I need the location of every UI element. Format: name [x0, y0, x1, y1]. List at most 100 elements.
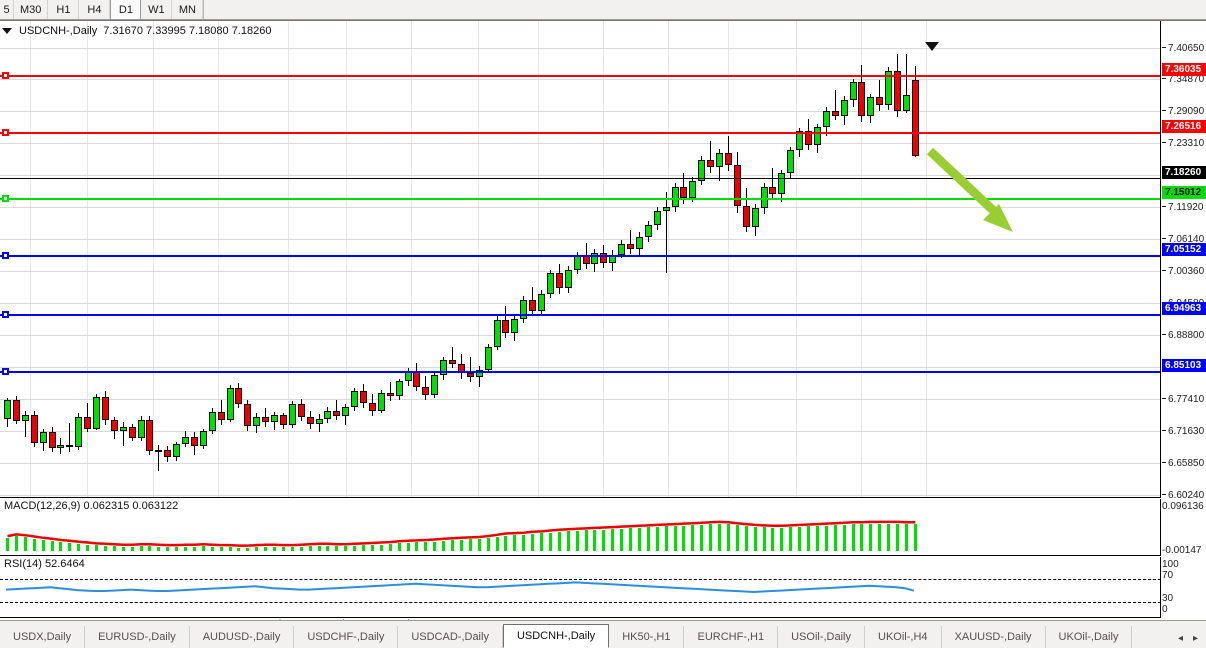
timeframe-button-5[interactable]: 5 — [0, 0, 14, 19]
candle-body — [217, 411, 225, 420]
chart-tab-usdx-daily[interactable]: USDX,Daily — [0, 626, 86, 648]
chart-tab-audusd-daily[interactable]: AUDUSD-,Daily — [190, 626, 295, 648]
level-line-handle[interactable] — [2, 129, 9, 136]
candlestick — [831, 21, 841, 497]
candle-body — [520, 299, 528, 320]
macd-histogram-bar — [406, 542, 410, 551]
rsi-level-30 — [0, 602, 1160, 603]
price-level-label-blue[interactable]: 6.85103 — [1162, 359, 1206, 372]
macd-histogram-bar — [513, 535, 517, 551]
price-tick: 7.23310 — [1162, 138, 1204, 149]
price-level-label-blue[interactable]: 6.94963 — [1162, 302, 1206, 315]
candlestick — [671, 21, 681, 497]
timeframe-button-h1[interactable]: H1 — [48, 0, 80, 19]
price-level-label-black[interactable]: 7.18260 — [1162, 166, 1206, 179]
macd-histogram-bar — [397, 543, 401, 551]
candlestick — [164, 21, 173, 497]
timeframe-button-w1[interactable]: W1 — [141, 0, 173, 19]
macd-histogram-bar — [121, 546, 125, 551]
macd-histogram-bar — [753, 526, 757, 551]
macd-histogram-bar — [878, 523, 882, 551]
level-line-handle[interactable] — [2, 368, 9, 375]
price-level-label-red[interactable]: 7.26516 — [1162, 120, 1206, 133]
candle-body — [226, 388, 234, 420]
price-level-label-green[interactable]: 7.15012 — [1162, 186, 1206, 199]
candle-body — [885, 70, 893, 106]
candlestick — [707, 21, 716, 497]
macd-histogram-bar — [112, 546, 116, 551]
timeframe-button-mn[interactable]: MN — [172, 0, 204, 19]
macd-histogram-bar — [807, 526, 810, 551]
macd-histogram-bar — [851, 524, 855, 551]
candle-body — [253, 416, 261, 427]
macd-indicator-pane[interactable]: MACD(12,26,9) 0.062315 0.063122 — [0, 499, 1161, 556]
chart-tab-ukoil-h4[interactable]: UKOil-,H4 — [865, 626, 942, 648]
candle-wick — [389, 382, 391, 401]
macd-histogram-bar — [762, 527, 766, 551]
candle-body — [502, 320, 510, 333]
price-tick: 7.06140 — [1162, 234, 1204, 245]
level-line-handle[interactable] — [2, 195, 9, 202]
chart-frame: USDCNH-,Daily 7.31670 7.33995 7.18080 7.… — [0, 20, 1206, 619]
chart-tab-usdcnh-daily[interactable]: USDCNH-,Daily — [502, 624, 610, 648]
macd-histogram-bar — [95, 545, 98, 551]
scroll-right-icon[interactable]: ▸ — [1192, 633, 1198, 644]
candle-body — [48, 432, 56, 449]
chart-tab-usoil-daily[interactable]: USOil-,Daily — [778, 626, 866, 648]
timeframe-button-d1[interactable]: D1 — [110, 0, 142, 19]
price-axis[interactable]: 7.406507.348707.290907.233107.175307.119… — [1162, 21, 1206, 619]
chart-tab-eurchf-h1[interactable]: EURCHF-,H1 — [684, 626, 779, 648]
macd-histogram-bar — [637, 527, 641, 551]
macd-histogram-bar — [655, 526, 659, 551]
chart-tab-ukoil-daily[interactable]: UKOil-,Daily — [1046, 626, 1133, 648]
level-line-handle[interactable] — [2, 311, 9, 318]
tab-scroll-controls[interactable]: ◂ ▸ — [1170, 633, 1206, 648]
candlestick — [502, 21, 511, 497]
chart-tab-eurusd-daily[interactable]: EURUSD-,Daily — [85, 626, 190, 648]
tick-mark — [1162, 397, 1166, 399]
candlestick — [742, 21, 752, 497]
level-line-handle[interactable] — [2, 72, 9, 79]
bearish-arrow-annotation[interactable] — [925, 146, 1025, 246]
macd-histogram-bar — [504, 535, 508, 551]
macd-histogram-bar — [379, 544, 383, 551]
candle-wick — [710, 141, 712, 174]
macd-histogram-bar — [468, 539, 472, 551]
macd-histogram-bar — [362, 545, 365, 551]
marker-triangle-down-icon[interactable] — [925, 42, 939, 51]
candle-body — [93, 396, 100, 430]
candle-body — [805, 131, 812, 145]
rsi-label: RSI(14) 52.6464 — [4, 558, 85, 570]
candle-body — [867, 97, 875, 116]
rsi-indicator-pane[interactable]: RSI(14) 52.6464 — [0, 557, 1161, 618]
price-level-label-blue[interactable]: 7.05152 — [1162, 243, 1206, 256]
candle-body — [724, 152, 732, 166]
triangle-down-icon[interactable] — [2, 27, 12, 34]
macd-histogram-bar — [192, 546, 196, 551]
candlestick — [217, 21, 227, 497]
chart-header: USDCNH-,Daily 7.31670 7.33995 7.18080 7.… — [2, 23, 271, 38]
macd-histogram-bar — [326, 545, 330, 551]
scroll-left-icon[interactable]: ◂ — [1177, 633, 1183, 644]
macd-histogram-bar — [86, 544, 90, 551]
price-level-label-red[interactable]: 7.36035 — [1162, 63, 1206, 76]
time-gridline — [87, 21, 88, 497]
macd-histogram-bar — [896, 523, 899, 551]
candle-body — [529, 299, 537, 311]
chart-tab-hk50-h1[interactable]: HK50-,H1 — [609, 626, 685, 648]
timeframe-button-h4[interactable]: H4 — [79, 0, 111, 19]
rsi-scale-100: 100 — [1162, 559, 1179, 570]
candlestick — [271, 21, 280, 497]
level-line-handle[interactable] — [2, 252, 9, 259]
chart-tab-xauusd-daily[interactable]: XAUUSD-,Daily — [942, 626, 1046, 648]
timeframe-button-m30[interactable]: M30 — [14, 0, 49, 19]
candle-wick — [469, 357, 471, 382]
chart-tab-usdchf-daily[interactable]: USDCHF-,Daily — [294, 626, 399, 648]
candlestick — [333, 21, 342, 497]
candle-body — [627, 243, 634, 250]
macd-histogram-bar — [281, 547, 285, 551]
candlestick — [262, 21, 271, 497]
rsi-level-70 — [0, 579, 1160, 580]
chart-tab-usdcad-daily[interactable]: USDCAD-,Daily — [398, 626, 503, 648]
price-chart-pane[interactable] — [0, 21, 1161, 498]
